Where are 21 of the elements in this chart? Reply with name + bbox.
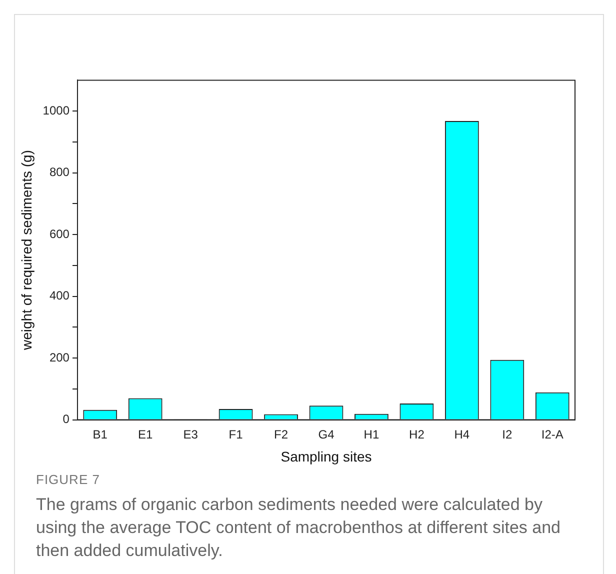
x-tick-label: E3 — [183, 427, 198, 442]
x-tick-label: E1 — [138, 427, 153, 442]
x-tick-label: G4 — [318, 427, 335, 442]
x-tick-label: I2 — [502, 427, 512, 442]
y-tick-label: 0 — [62, 412, 70, 426]
x-tick-label: I2-A — [541, 427, 564, 442]
x-tick-label: F2 — [274, 427, 288, 442]
text: The grams of organic carbon sediments needed were calculated by using the average TOC content of macrobenthos at different sites and then added cumulatively. — [36, 494, 562, 562]
x-tick-label: H1 — [364, 427, 380, 442]
caption: FIGURE 7 — [36, 472, 101, 487]
x-tick-label: B1 — [92, 427, 108, 442]
x-axis-title: Sampling sites — [280, 448, 372, 464]
x-tick-label: F1 — [228, 427, 244, 442]
x-tick-label: H4 — [454, 427, 470, 442]
y-axis-title: weight of required sediments (g) — [18, 150, 34, 351]
y-tick-label: 800 — [49, 165, 70, 180]
y-tick-label: 600 — [49, 226, 70, 241]
y-tick-label: 1000 — [42, 103, 70, 118]
y-tick-label: 200 — [49, 350, 70, 364]
y-tick-label: 400 — [49, 288, 70, 303]
x-tick-label: H2 — [409, 427, 425, 442]
